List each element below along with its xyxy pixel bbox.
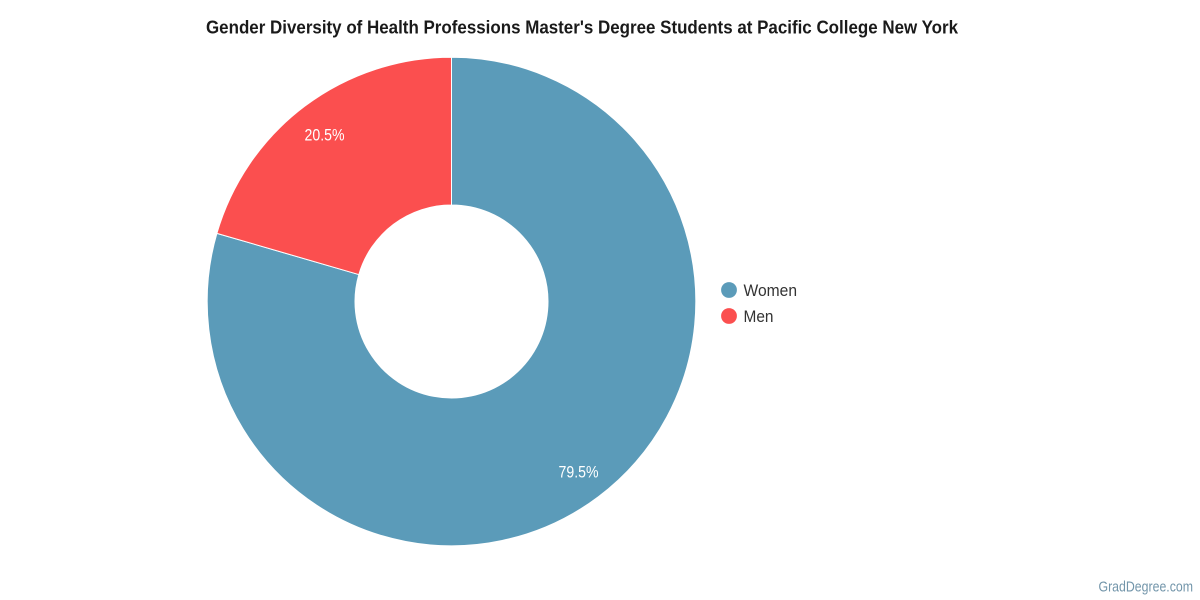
svg-text:Gender Diversity of Health Pro: Gender Diversity of Health Professions M… xyxy=(206,18,959,38)
svg-text:Men: Men xyxy=(744,307,774,326)
svg-text:GradDegree.com: GradDegree.com xyxy=(1099,579,1194,596)
svg-text:79.5%: 79.5% xyxy=(559,463,599,482)
svg-text:Women: Women xyxy=(744,281,798,300)
svg-text:20.5%: 20.5% xyxy=(305,125,345,144)
